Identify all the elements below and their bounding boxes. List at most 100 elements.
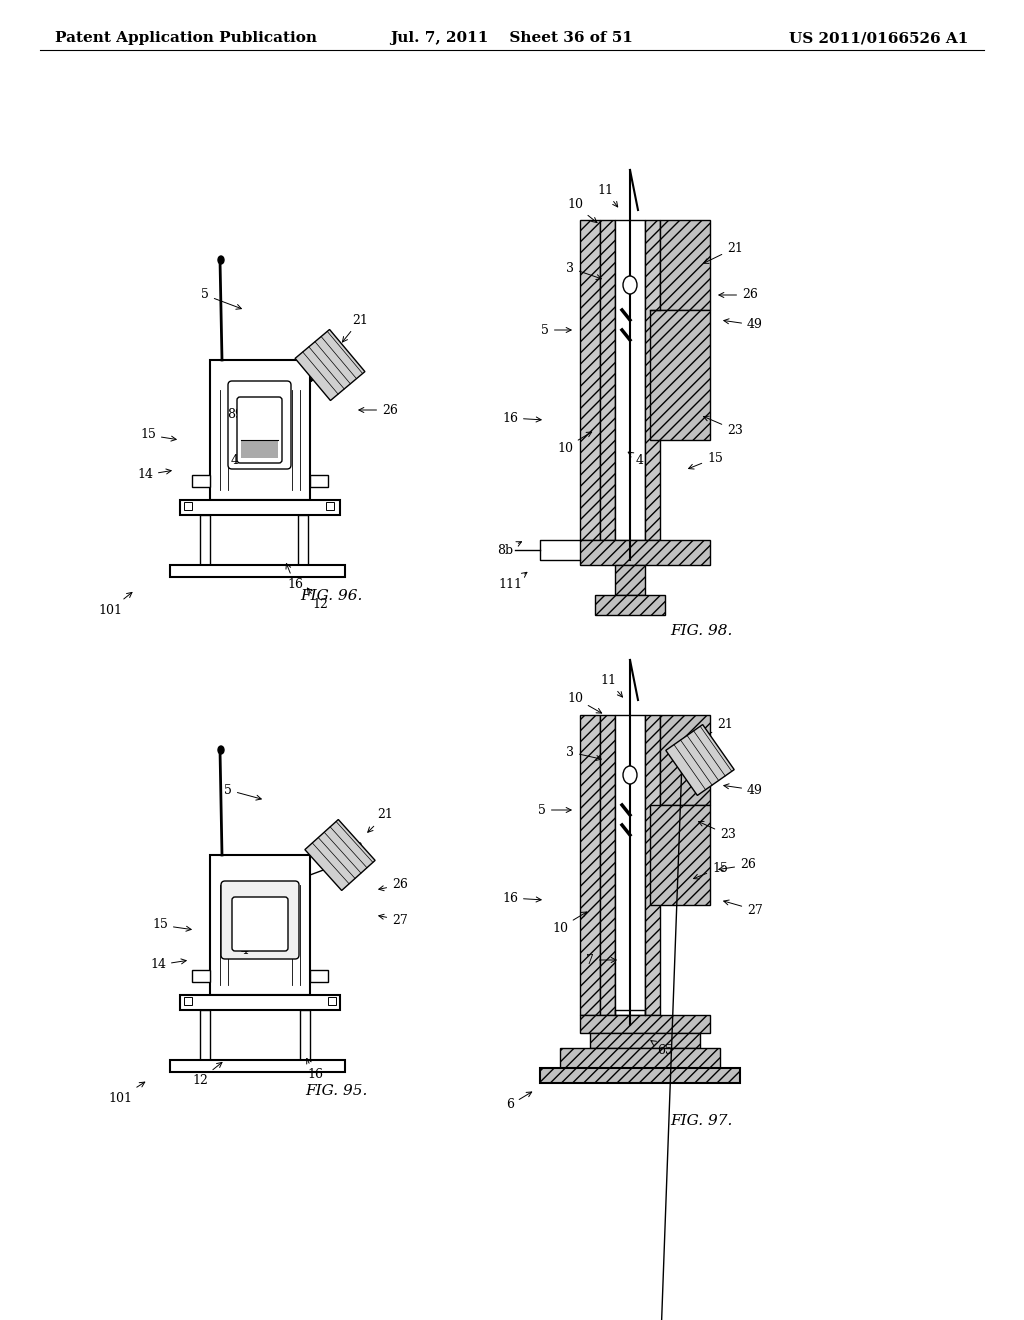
Polygon shape [666,725,734,796]
Bar [210,360,310,500]
Bar [580,1015,710,1034]
Text: Patent Application Publication: Patent Application Publication [55,30,317,45]
Text: 15: 15 [693,862,728,879]
Text: 11: 11 [600,673,623,697]
Text: 27: 27 [379,913,408,927]
Text: 4: 4 [231,454,261,466]
Text: 12: 12 [193,1063,222,1086]
Bar [580,715,600,1015]
Bar [328,997,336,1005]
Bar [310,970,328,982]
Bar [326,502,334,510]
Text: 3: 3 [566,261,601,280]
Bar [580,540,710,565]
Text: 5: 5 [541,323,571,337]
Text: 12: 12 [307,589,328,611]
Bar [580,220,600,540]
Text: 21: 21 [701,718,733,738]
Bar [180,995,340,1010]
Bar [193,475,210,487]
Text: Jul. 7, 2011    Sheet 36 of 51: Jul. 7, 2011 Sheet 36 of 51 [390,30,634,45]
Ellipse shape [623,766,637,784]
Text: 14: 14 [137,469,171,482]
Text: 27: 27 [724,900,763,916]
Ellipse shape [218,746,224,754]
Text: 6: 6 [506,1092,531,1111]
Text: 23: 23 [698,821,736,842]
Text: 8b: 8b [497,541,521,557]
Text: 26: 26 [719,289,758,301]
Text: 11: 11 [597,183,617,207]
Bar [560,1048,720,1068]
Bar [170,565,345,577]
Text: 4: 4 [628,453,644,466]
Text: 21: 21 [368,808,393,833]
Text: FIG. 97.: FIG. 97. [670,1114,732,1129]
Text: 5: 5 [224,784,261,800]
Text: 16: 16 [286,564,303,591]
Text: 21: 21 [342,314,368,342]
FancyBboxPatch shape [232,898,288,950]
Bar [590,1034,700,1048]
Text: 16: 16 [502,412,541,425]
Bar [298,515,308,570]
Polygon shape [295,330,365,400]
Bar [615,220,645,540]
Text: 26: 26 [358,404,398,417]
Bar [540,1068,740,1082]
Bar [300,1010,310,1065]
Text: FIG. 98.: FIG. 98. [670,624,732,638]
Ellipse shape [218,256,224,264]
Bar [200,1010,210,1065]
Bar [184,997,193,1005]
Text: 21: 21 [703,242,743,264]
Text: 23: 23 [311,354,328,381]
Bar [241,440,278,458]
Bar [600,220,615,540]
Text: US 2011/0166526 A1: US 2011/0166526 A1 [788,30,968,45]
Bar [200,515,210,570]
Text: 111: 111 [498,573,527,591]
Bar [600,715,615,1015]
FancyBboxPatch shape [228,381,291,469]
Bar [184,502,193,510]
Bar [210,855,310,995]
Text: 26: 26 [379,879,408,891]
Text: 7: 7 [586,953,616,966]
Text: 23: 23 [703,416,743,437]
Text: 26: 26 [719,858,756,871]
Text: 5: 5 [538,804,571,817]
Bar [615,565,645,595]
Text: FIG. 96.: FIG. 96. [300,589,362,603]
Bar [170,1060,345,1072]
Text: 89: 89 [252,903,287,920]
Text: 49: 49 [724,784,763,796]
Text: 65: 65 [651,1040,673,1056]
Bar [660,220,710,310]
Text: 49: 49 [724,318,763,331]
Polygon shape [305,820,375,891]
Text: 15: 15 [152,919,191,932]
Text: 16: 16 [502,891,541,904]
Text: 16: 16 [307,1059,323,1081]
Bar [645,715,660,1015]
Text: 4: 4 [241,944,271,957]
Text: 14: 14 [150,958,186,972]
Bar [310,475,328,487]
Text: 101: 101 [98,593,132,616]
Text: 101: 101 [108,1082,144,1105]
Bar [645,220,660,540]
FancyBboxPatch shape [237,397,282,463]
Text: 23: 23 [343,842,362,862]
Text: 15: 15 [140,429,176,441]
Text: 10: 10 [552,912,587,935]
Text: 89: 89 [227,408,261,428]
Bar [180,500,340,515]
Bar [615,715,645,1015]
Text: 10: 10 [567,198,597,223]
Ellipse shape [623,276,637,294]
Text: 15: 15 [688,451,723,469]
Text: 10: 10 [557,432,592,454]
Text: 5: 5 [201,289,242,309]
Bar [193,970,210,982]
